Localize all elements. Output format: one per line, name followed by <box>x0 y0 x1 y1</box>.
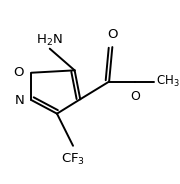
Text: O: O <box>107 29 118 41</box>
Text: CF$_3$: CF$_3$ <box>61 152 85 167</box>
Text: H$_2$N: H$_2$N <box>36 33 63 48</box>
Text: CH$_3$: CH$_3$ <box>156 74 179 89</box>
Text: O: O <box>130 90 140 103</box>
Text: N: N <box>14 93 24 107</box>
Text: O: O <box>14 66 24 79</box>
